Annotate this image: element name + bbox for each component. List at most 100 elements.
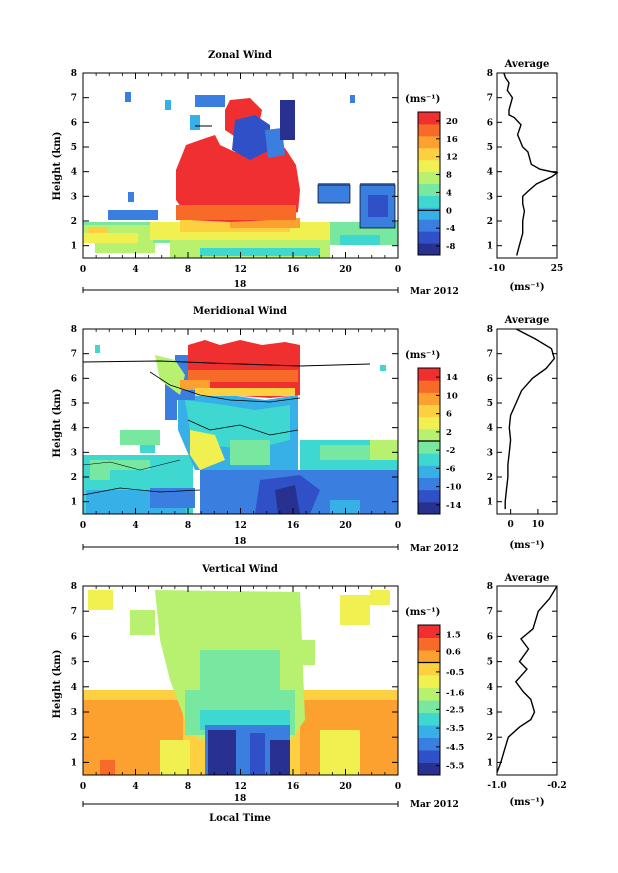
colorbar-tick-label: -0.5 <box>446 668 464 678</box>
colorbar-swatch <box>418 675 440 688</box>
y-tick-label: 1 <box>71 242 77 252</box>
profile-y-tick-label: 7 <box>487 607 493 617</box>
colorbar-swatch <box>418 662 440 676</box>
y-tick-label: 3 <box>71 448 77 458</box>
x-axis: 0 4 8 12 16 20 0 <box>80 329 401 531</box>
y-tick-label: 7 <box>71 350 77 360</box>
profile-y-tick-label: 1 <box>487 498 493 508</box>
colorbar-swatch <box>418 231 440 244</box>
colorbar-tick-label: 10 <box>446 391 458 401</box>
panel-vertical: Vertical Wind 0 4 8 12 1 <box>52 564 567 824</box>
colorbar-swatch <box>418 195 440 208</box>
profile-line <box>496 585 558 773</box>
y-tick-label: 1 <box>71 758 77 768</box>
panel-zonal: Zonal Wind <box>52 50 563 297</box>
colorbar-swatch <box>418 416 440 430</box>
profile-y-tick-label: 3 <box>487 448 493 458</box>
profile-y-tick-label: 2 <box>487 733 493 743</box>
x-tick-label: 4 <box>132 782 138 792</box>
colorbar-tick-label: 4 <box>446 188 452 198</box>
profile-unit: (ms⁻¹) <box>509 282 544 293</box>
colorbar-tick-label: -10 <box>446 483 461 493</box>
colorbar-swatch <box>418 123 440 137</box>
y-tick-label: 2 <box>71 217 77 227</box>
colorbar-tick-label: -1.6 <box>446 689 464 699</box>
colorbar-tick-label: 14 <box>446 373 458 383</box>
date-label: Mar 2012 <box>410 544 459 554</box>
y-tick-label: 8 <box>71 69 77 79</box>
colorbar-swatch <box>418 159 440 173</box>
profile-y-tick-label: 1 <box>487 758 493 768</box>
colorbar-tick-label: 8 <box>446 171 452 181</box>
profile-panel: 1 2 3 4 5 6 7 8 0 10 <box>487 325 558 530</box>
day-label: 18 <box>234 794 247 804</box>
profile-x-tick-label: -10 <box>489 264 505 274</box>
colorbar-swatch <box>418 380 440 393</box>
x-tick-label: 16 <box>287 782 300 792</box>
day-label: 18 <box>234 280 247 290</box>
colorbar-tick-label: 2 <box>446 428 452 438</box>
y-tick-label: 2 <box>71 473 77 483</box>
y-axis-label: Height (km) <box>52 389 63 458</box>
colorbar-tick-label: -8 <box>446 242 456 252</box>
heatmap-field <box>83 92 398 258</box>
colorbar-swatch <box>418 762 440 776</box>
profile-panel: 1 2 3 4 5 6 7 8 -10 25 <box>487 69 564 274</box>
colorbar: 1.5 0.6 -0.5 -1.6 -2.5 -3.5 -4.5 -5.5 <box>417 624 464 776</box>
profile-y-tick-label: 8 <box>487 582 493 592</box>
colorbar-tick-label: -14 <box>446 501 461 511</box>
y-tick-label: 6 <box>71 118 77 128</box>
colorbar-swatch <box>418 404 440 418</box>
x-tick-label: 16 <box>287 521 300 531</box>
profile-y-tick-label: 5 <box>487 399 493 409</box>
profile-x-tick-label: 25 <box>551 264 564 274</box>
y-axis: 1 2 3 4 5 6 7 8 <box>71 69 398 252</box>
profile-x-tick-label: -0.2 <box>547 781 566 791</box>
colorbar-tick-label: 12 <box>446 153 458 163</box>
profile-y-tick-label: 7 <box>487 94 493 104</box>
profile-y-tick-label: 2 <box>487 473 493 483</box>
profile-y-tick-label: 3 <box>487 192 493 202</box>
colorbar: 14 10 6 2 -2 -6 -10 -14 <box>417 367 461 515</box>
colorbar-swatch <box>418 700 440 713</box>
panel-title: Vertical Wind <box>201 564 278 575</box>
colorbar-tick-label: 1.5 <box>446 630 461 640</box>
colorbar-swatch <box>418 183 440 196</box>
profile-title: Average <box>504 315 550 326</box>
x-tick-label: 0 <box>395 265 401 275</box>
profile-y-tick-label: 4 <box>487 683 493 693</box>
colorbar-swatch <box>418 207 440 220</box>
colorbar-swatch <box>418 489 440 503</box>
colorbar-frame <box>417 111 441 256</box>
x-tick-label: 8 <box>185 782 191 792</box>
colorbar-swatch <box>418 453 440 466</box>
colorbar-swatch <box>418 112 440 125</box>
x-tick-label: 16 <box>287 265 300 275</box>
profile-line <box>503 72 559 256</box>
y-tick-label: 4 <box>71 168 77 178</box>
colorbar-swatch <box>418 441 440 454</box>
colorbar-swatch <box>418 147 440 161</box>
profile-unit: (ms⁻¹) <box>509 540 544 551</box>
x-tick-label: 12 <box>234 265 247 275</box>
colorbar-swatch <box>418 171 440 184</box>
colorbar-swatch <box>418 725 440 738</box>
x-tick-label: 0 <box>80 521 86 531</box>
colorbar-swatch <box>418 368 440 381</box>
x-tick-label: 0 <box>80 265 86 275</box>
colorbar-frame <box>417 624 441 776</box>
colorbar-unit: (ms⁻¹) <box>405 607 440 618</box>
colorbar-tick-label: -2 <box>446 446 456 456</box>
profile-x-tick-label: 10 <box>532 520 545 530</box>
colorbar-tick-label: 6 <box>446 410 452 420</box>
x-tick-label: 0 <box>395 782 401 792</box>
profile-y-tick-label: 8 <box>487 325 493 335</box>
profile-y-tick-label: 3 <box>487 708 493 718</box>
x-tick-label: 4 <box>132 265 138 275</box>
colorbar-tick-label: -4 <box>446 224 456 234</box>
x-tick-label: 20 <box>339 521 352 531</box>
panel-title: Meridional Wind <box>193 306 287 317</box>
y-tick-label: 8 <box>71 582 77 592</box>
profile-y-tick-label: 4 <box>487 168 493 178</box>
